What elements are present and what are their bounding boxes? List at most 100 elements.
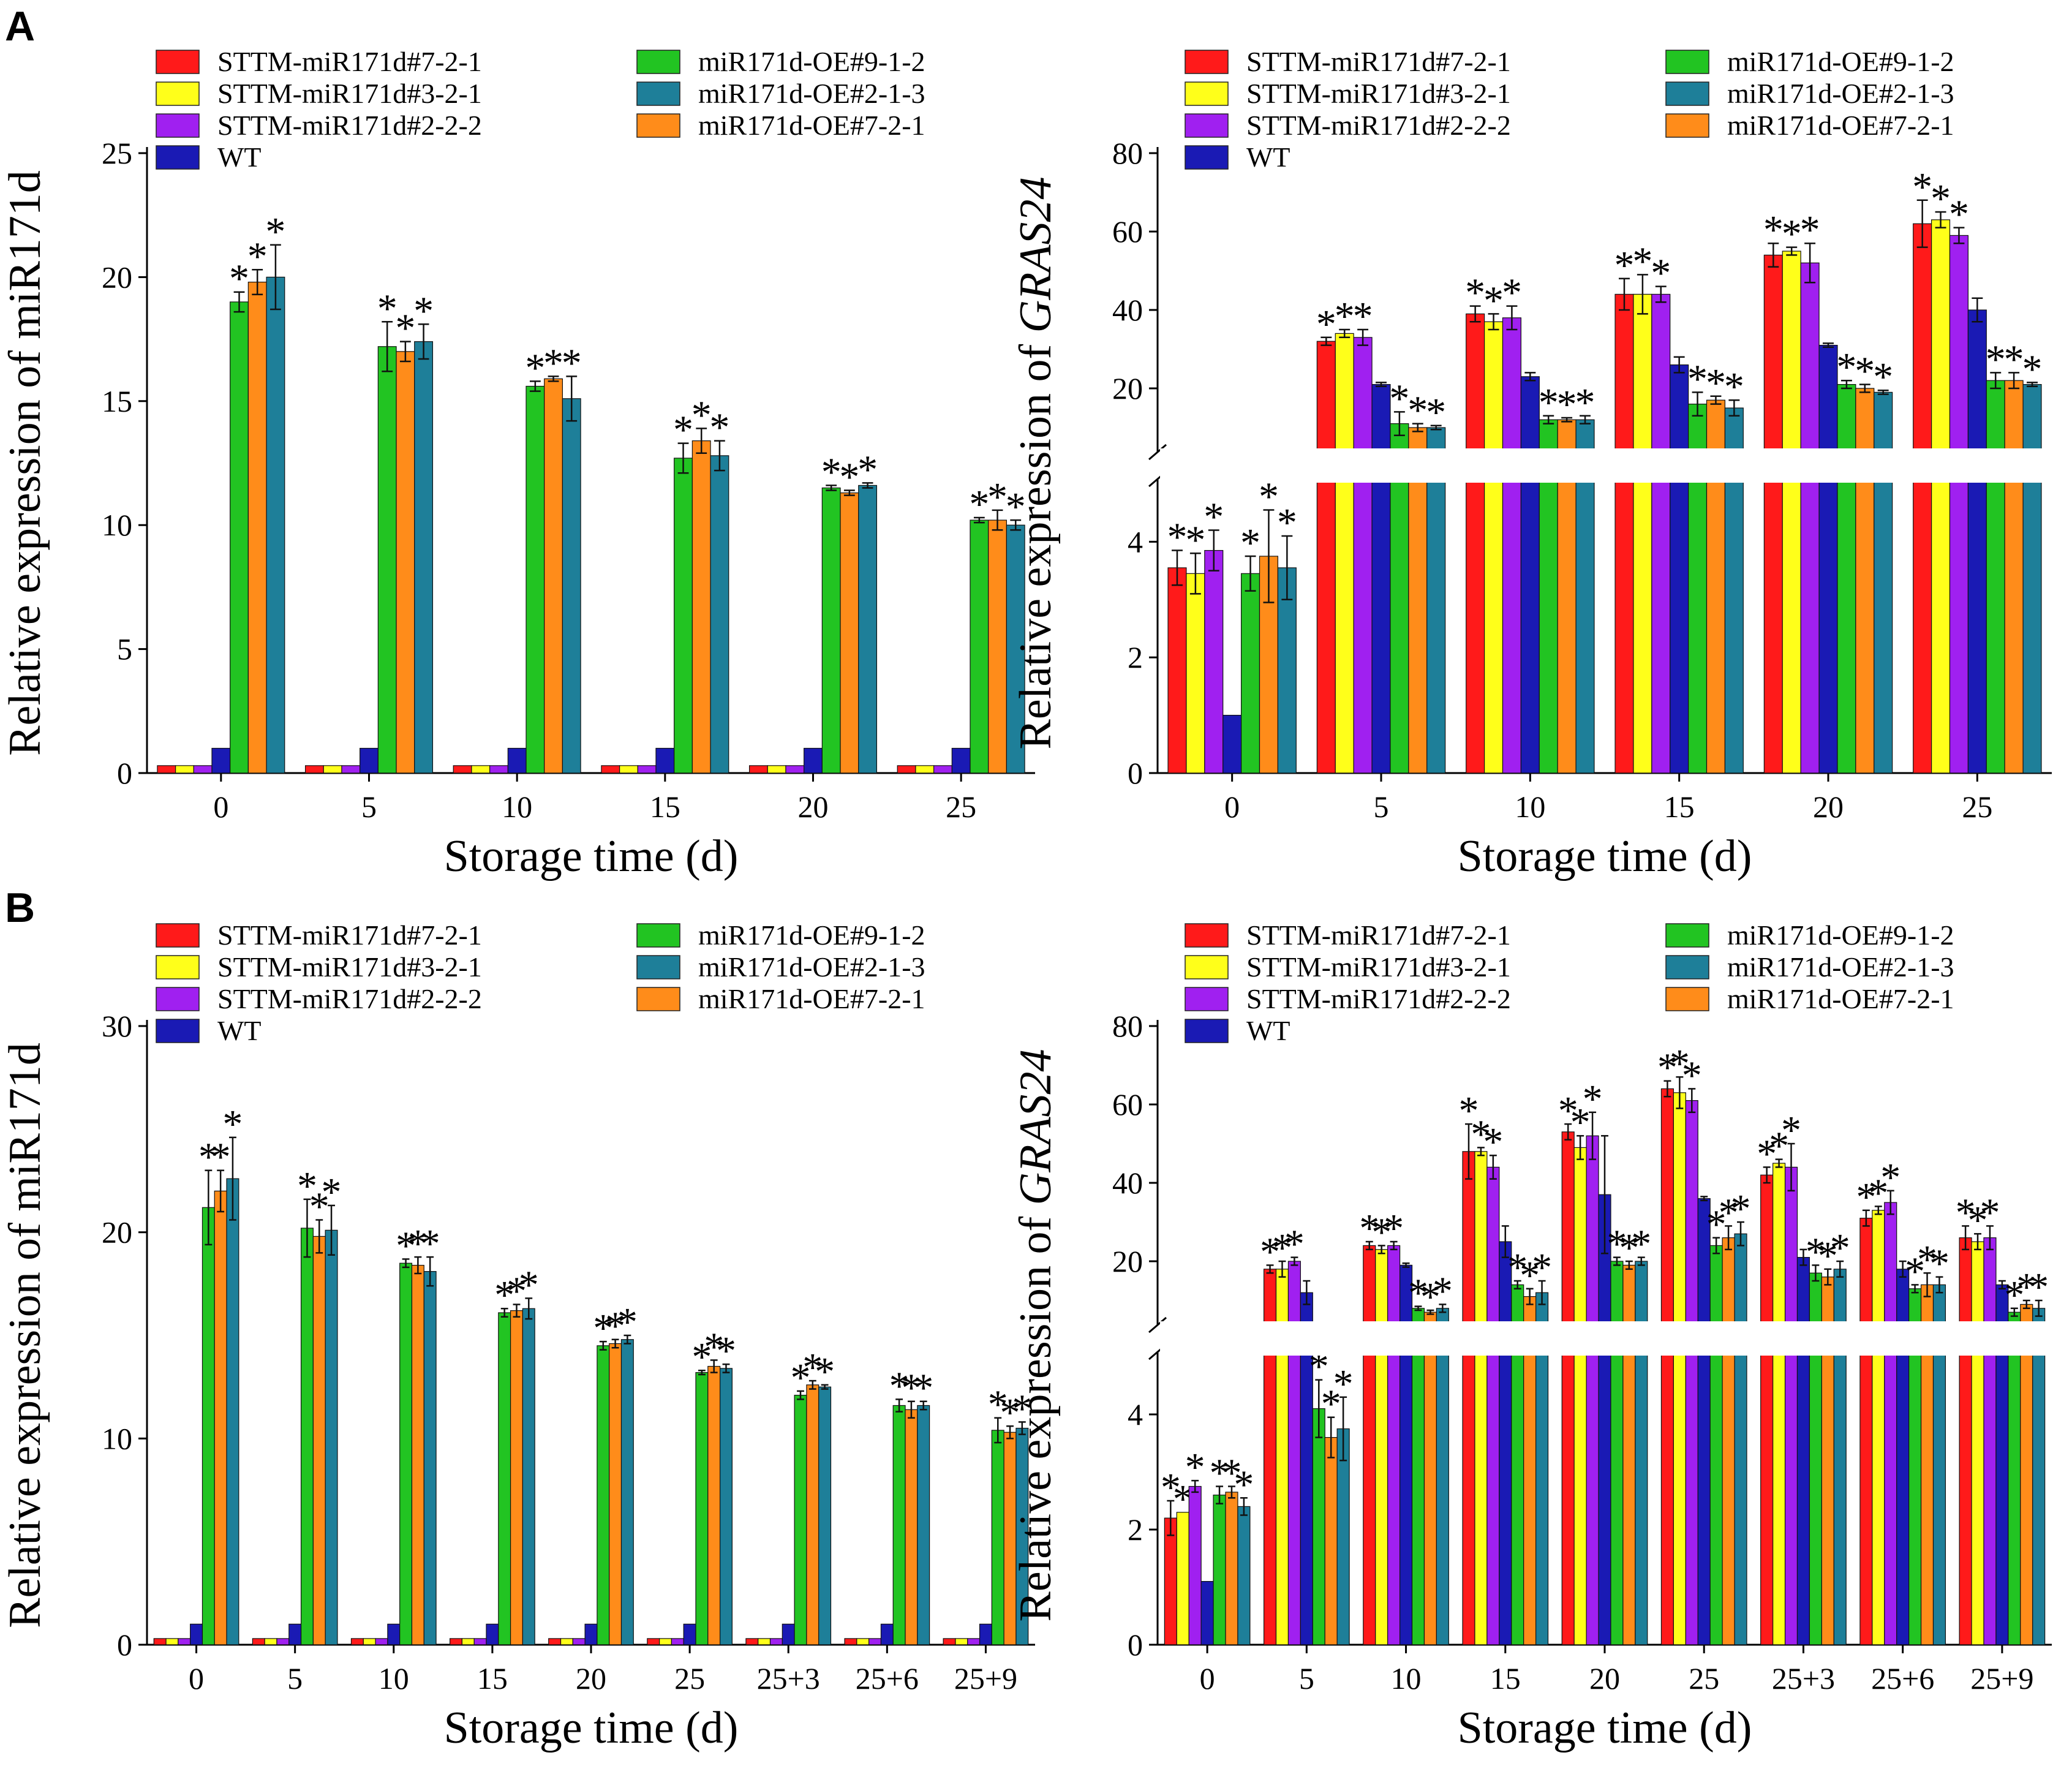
bar: [1967, 309, 1987, 774]
legend-swatch: [1185, 955, 1229, 979]
bar: [748, 765, 768, 774]
x-tick-label: 0: [1200, 1661, 1215, 1696]
x-tick-label: 10: [1515, 790, 1545, 824]
legend-swatch: [156, 955, 200, 979]
bar: [1635, 1261, 1648, 1645]
bar: [671, 1638, 684, 1645]
significance-star: *: [802, 1345, 823, 1390]
bar: [2008, 1311, 2021, 1645]
legend-label: STTM-miR171d#7-2-1: [1246, 46, 1511, 77]
x-tick-label: 20: [576, 1661, 606, 1696]
y-axis-title-gene: GRAS24: [1011, 176, 1061, 333]
bar: [1697, 1198, 1711, 1645]
bar: [1760, 1174, 1774, 1645]
bar: [1237, 1506, 1251, 1645]
bar: [226, 1178, 239, 1645]
bar: [1466, 313, 1485, 774]
legend-swatch: [1665, 955, 1709, 979]
x-tick-label: 20: [798, 790, 829, 824]
bar: [266, 276, 285, 774]
x-tick-label: 15: [650, 790, 680, 824]
significance-star: *: [2004, 337, 2024, 382]
significance-star: *: [2016, 1265, 2036, 1310]
x-tick-label: 25: [1962, 790, 1992, 824]
y-axis-title: Relative expression of GRAS24: [1011, 1049, 1061, 1621]
significance-star: *: [1359, 1206, 1379, 1251]
bar: [498, 1312, 511, 1645]
bar: [1426, 427, 1446, 774]
bar: [562, 398, 581, 774]
bar: [806, 1384, 819, 1645]
legend-label: miR171d-OE#7-2-1: [698, 983, 925, 1014]
bar: [165, 1638, 179, 1645]
bar: [1722, 1237, 1735, 1645]
bar: [396, 351, 415, 774]
bar: [544, 378, 563, 774]
significance-star: *: [1284, 1222, 1305, 1267]
bar: [461, 1638, 475, 1645]
significance-star: *: [1234, 1462, 1254, 1507]
y-axis-title-gene: GRAS24: [1011, 1049, 1061, 1205]
legend-swatch: [636, 81, 680, 106]
significance-star: *: [420, 1221, 440, 1266]
legend-label: STTM-miR171d#7-2-1: [1246, 919, 1511, 951]
significance-star: *: [1607, 1222, 1627, 1267]
legend-label: miR171d-OE#2-1-3: [698, 78, 925, 109]
x-tick-label: 5: [287, 1661, 303, 1696]
legend-swatch: [1185, 987, 1229, 1011]
significance-star: *: [229, 257, 249, 301]
legend-swatch: [1665, 81, 1709, 106]
bar: [375, 1638, 388, 1645]
bar: [1287, 1261, 1301, 1645]
bar: [745, 1638, 759, 1645]
bar: [323, 765, 342, 774]
x-tick-label: 25+6: [1871, 1661, 1934, 1696]
bar: [1499, 1241, 1512, 1645]
legend-swatch: [156, 113, 200, 138]
legend-label: STTM-miR171d#2-2-2: [217, 110, 482, 141]
significance-star: *: [1333, 1362, 1354, 1406]
bar: [991, 1430, 1004, 1645]
bar: [821, 487, 841, 774]
x-tick-label: 25+3: [757, 1661, 820, 1696]
significance-star: *: [377, 286, 397, 331]
bar: [1818, 344, 1838, 774]
bar: [1411, 1308, 1425, 1645]
bar: [473, 1638, 487, 1645]
legend-label: miR171d-OE#9-1-2: [1727, 919, 1954, 951]
bar: [905, 1409, 918, 1645]
bar: [1913, 223, 1932, 774]
bar: [967, 1638, 981, 1645]
bar: [601, 765, 620, 774]
significance-star: *: [987, 475, 1008, 519]
axis-break-gap: [1160, 1321, 2052, 1356]
bar: [548, 1638, 562, 1645]
significance-star: *: [1389, 376, 1409, 421]
bar: [794, 1395, 807, 1645]
significance-star: *: [709, 406, 729, 450]
bar: [1782, 251, 1801, 774]
significance-star: *: [1210, 1451, 1230, 1496]
x-tick-label: 25: [946, 790, 976, 824]
significance-star: *: [1614, 243, 1634, 288]
bar: [1651, 293, 1671, 774]
significance-star: *: [1458, 1089, 1479, 1133]
bar: [1474, 1151, 1488, 1645]
significance-star: *: [1575, 380, 1595, 425]
bar: [411, 1264, 424, 1645]
bar: [304, 765, 324, 774]
bar: [1986, 380, 2005, 774]
significance-star: *: [562, 341, 582, 385]
significance-star: *: [265, 209, 285, 254]
legend-label: STTM-miR171d#3-2-1: [1246, 951, 1511, 983]
bar: [818, 1386, 832, 1645]
significance-star: *: [1583, 1077, 1603, 1122]
significance-star: *: [1204, 495, 1224, 540]
legend-label: miR171d-OE#9-1-2: [698, 46, 925, 77]
y-tick-label: 0: [117, 756, 132, 790]
bar: [1673, 1092, 1686, 1645]
significance-star: *: [913, 1366, 933, 1411]
bar: [707, 1365, 721, 1645]
